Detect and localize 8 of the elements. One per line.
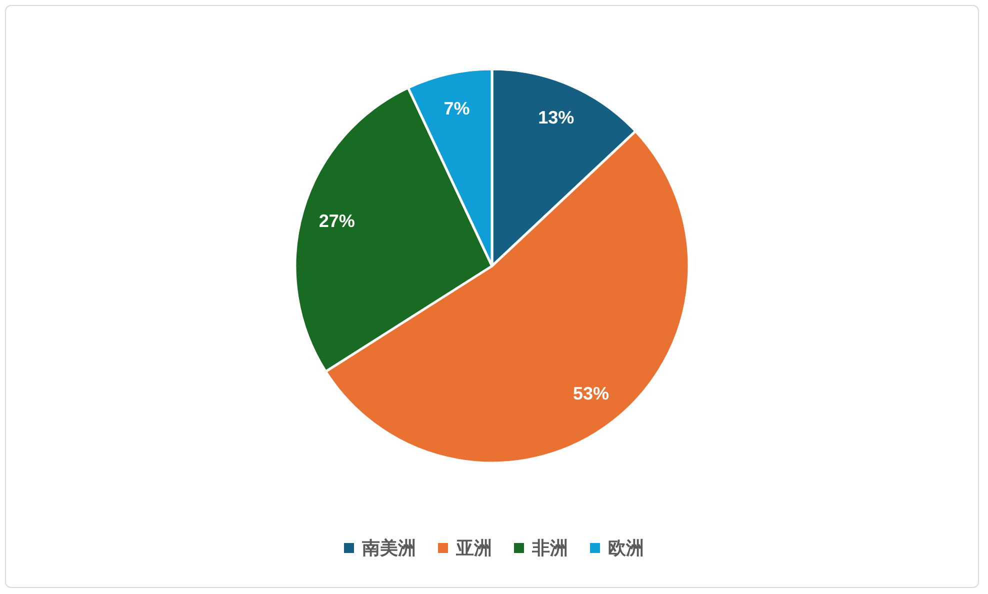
data-label: 13% <box>538 108 574 128</box>
legend-label: 欧洲 <box>608 538 644 558</box>
legend-label: 南美洲 <box>361 538 416 558</box>
data-label: 53% <box>572 384 610 404</box>
legend-label: 非洲 <box>531 538 568 558</box>
legend-label: 亚洲 <box>455 538 492 558</box>
data-label: 7% <box>444 98 470 118</box>
data-label: 27% <box>318 210 355 231</box>
